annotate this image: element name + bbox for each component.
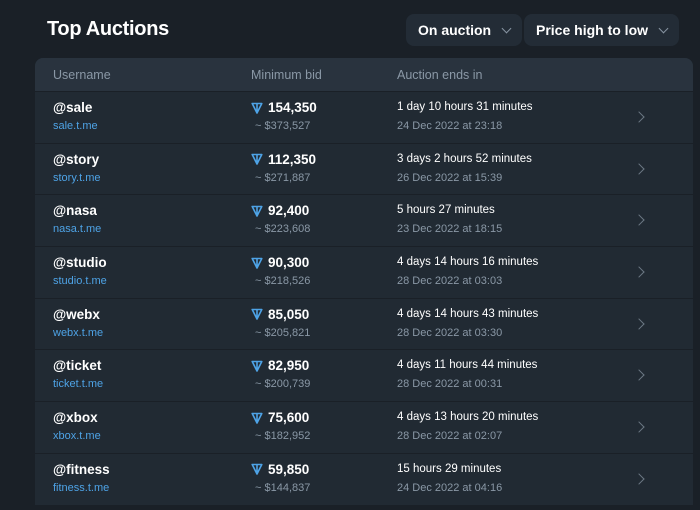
bid-usd: ~ $223,608 [255, 223, 311, 236]
username-link[interactable]: story.t.me [53, 171, 101, 184]
minimum-bid: 85,050 [251, 307, 309, 322]
username-link[interactable]: studio.t.me [53, 275, 107, 288]
minimum-bid: 90,300 [251, 255, 309, 270]
username-link[interactable]: sale.t.me [53, 120, 98, 132]
chevron-right-icon [633, 369, 645, 382]
column-header-auction-ends: Auction ends in [397, 67, 483, 82]
table-row[interactable]: @studio studio.t.me 90,300 ~ $218,526 4 … [35, 246, 693, 298]
bid-usd: ~ $373,527 [255, 120, 311, 132]
minimum-bid: 59,850 [251, 462, 309, 477]
column-header-username: Username [53, 67, 111, 82]
sort-label: Price high to low [536, 22, 649, 38]
chevron-right-icon [633, 421, 645, 433]
minimum-bid: 75,600 [251, 410, 309, 425]
username: @studio [53, 255, 107, 271]
time-remaining: 4 days 14 hours 16 minutes [397, 256, 539, 269]
column-header-minimum-bid: Minimum bid [251, 67, 322, 82]
time-remaining: 4 days 14 hours 43 minutes [397, 307, 539, 320]
chevron-down-icon [501, 23, 512, 33]
chevron-right-icon [633, 163, 645, 175]
username: @fitness [53, 461, 110, 477]
bid-amount: 85,050 [268, 306, 310, 322]
end-date: 28 Dec 2022 at 02:07 [397, 430, 503, 443]
chevron-down-icon [658, 23, 669, 33]
sort-dropdown[interactable]: Price high to low [524, 14, 680, 46]
auctions-table: Username Minimum bid Auction ends in @sa… [35, 58, 693, 505]
chevron-right-icon [633, 214, 645, 227]
end-date: 23 Dec 2022 at 18:15 [397, 223, 503, 236]
time-remaining: 15 hours 29 minutes [397, 462, 502, 475]
end-date: 26 Dec 2022 at 15:39 [397, 171, 503, 184]
table-row[interactable]: @sale sale.t.me 154,350 ~ $373,527 1 day… [35, 91, 693, 143]
ton-icon [251, 412, 263, 424]
username: @story [53, 151, 100, 167]
username-link[interactable]: xbox.t.me [53, 430, 101, 443]
status-filter-label: On auction [418, 22, 492, 38]
end-date: 24 Dec 2022 at 23:18 [397, 120, 503, 132]
time-remaining: 3 days 2 hours 52 minutes [397, 152, 532, 165]
username: @webx [53, 306, 100, 322]
username: @nasa [53, 203, 97, 219]
ton-icon [251, 360, 263, 372]
end-date: 28 Dec 2022 at 03:03 [397, 275, 503, 288]
bid-usd: ~ $271,887 [255, 171, 311, 184]
table-header: Username Minimum bid Auction ends in [35, 58, 693, 91]
username-link[interactable]: webx.t.me [53, 326, 104, 339]
time-remaining: 1 day 10 hours 31 minutes [397, 101, 533, 113]
minimum-bid: 92,400 [251, 203, 309, 218]
bid-amount: 59,850 [268, 461, 310, 477]
minimum-bid: 82,950 [251, 358, 309, 373]
bid-amount: 75,600 [268, 410, 310, 426]
username-link[interactable]: fitness.t.me [53, 481, 110, 494]
table-row[interactable]: @ticket ticket.t.me 82,950 ~ $200,739 4 … [35, 349, 693, 401]
chevron-right-icon [633, 473, 645, 485]
table-row[interactable]: @webx webx.t.me 85,050 ~ $205,821 4 days… [35, 297, 693, 350]
ton-icon [251, 464, 263, 476]
end-date: 28 Dec 2022 at 00:31 [397, 378, 503, 391]
page-title: Top Auctions [47, 18, 169, 40]
username: @ticket [53, 358, 102, 374]
bid-usd: ~ $218,526 [255, 275, 311, 288]
time-remaining: 4 days 11 hours 44 minutes [397, 359, 538, 372]
minimum-bid: 112,350 [251, 152, 316, 167]
time-remaining: 4 days 13 hours 20 minutes [397, 411, 539, 424]
minimum-bid: 154,350 [251, 100, 317, 115]
bid-usd: ~ $200,739 [255, 378, 311, 391]
end-date: 24 Dec 2022 at 04:16 [397, 481, 503, 494]
bid-usd: ~ $205,821 [255, 326, 311, 339]
bid-amount: 82,950 [268, 358, 310, 374]
username: @xbox [53, 410, 98, 426]
table-row[interactable]: @fitness fitness.t.me 59,850 ~ $144,837 … [35, 452, 693, 505]
time-remaining: 5 hours 27 minutes [397, 204, 495, 217]
bid-amount: 112,350 [268, 151, 317, 167]
username-link[interactable]: ticket.t.me [53, 378, 104, 391]
bid-amount: 90,300 [268, 255, 310, 271]
username-link[interactable]: nasa.t.me [53, 223, 102, 236]
ton-icon [251, 102, 263, 114]
chevron-right-icon [633, 318, 645, 330]
ton-icon [251, 308, 263, 321]
ton-icon [251, 153, 263, 165]
bid-amount: 154,350 [268, 100, 317, 115]
chevron-right-icon [633, 111, 645, 123]
bid-usd: ~ $144,837 [255, 481, 311, 494]
bid-amount: 92,400 [268, 203, 310, 219]
username: @sale [53, 100, 93, 115]
status-filter-dropdown[interactable]: On auction [406, 14, 523, 46]
table-row[interactable]: @xbox xbox.t.me 75,600 ~ $182,952 4 days… [35, 401, 693, 453]
ton-icon [251, 257, 263, 269]
end-date: 28 Dec 2022 at 03:30 [397, 326, 503, 339]
table-row[interactable]: @story story.t.me 112,350 ~ $271,887 3 d… [35, 142, 693, 195]
table-row[interactable]: @nasa nasa.t.me 92,400 ~ $223,608 5 hour… [35, 194, 693, 246]
chevron-right-icon [633, 266, 645, 278]
ton-icon [251, 205, 263, 217]
bid-usd: ~ $182,952 [255, 430, 311, 443]
